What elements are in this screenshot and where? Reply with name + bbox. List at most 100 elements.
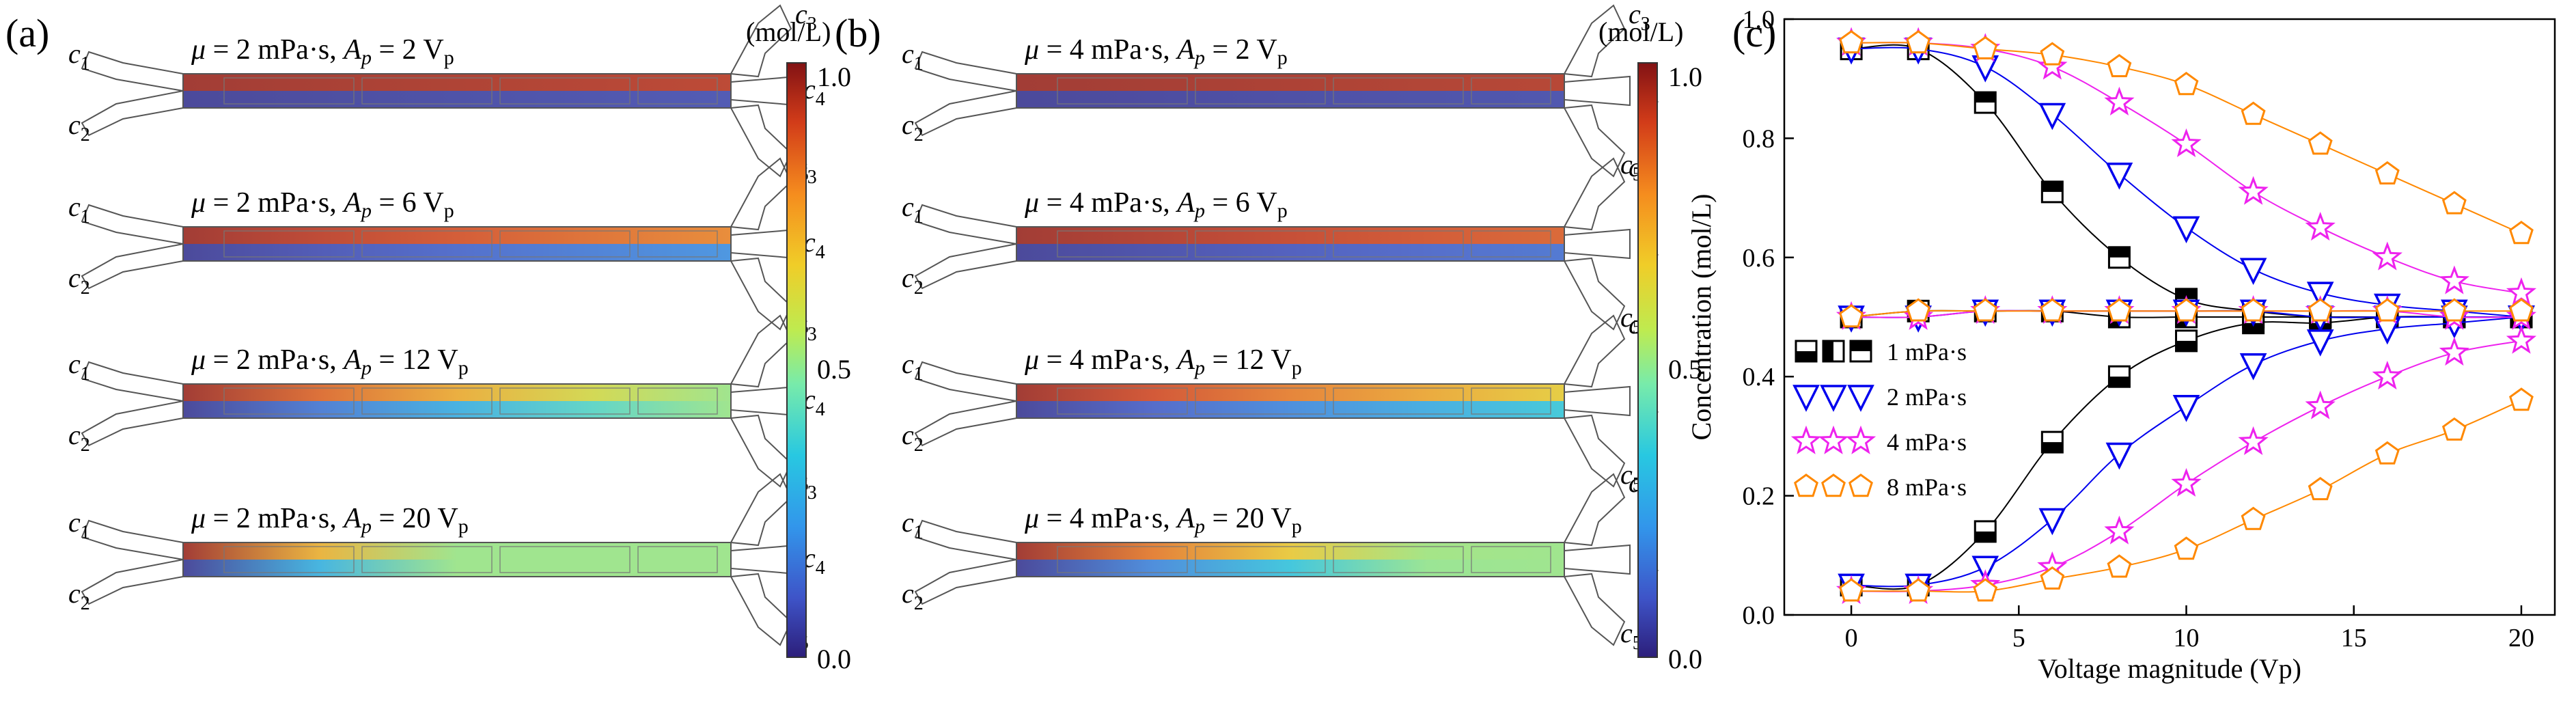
data-point-c5 [2441, 417, 2467, 441]
legend-marker [1849, 340, 1872, 363]
label-c1: c1 [902, 38, 924, 74]
electrode-segment [1195, 546, 1326, 573]
electrode-segment [637, 546, 718, 573]
legend-entry: 1 mPa·s [1795, 338, 1967, 366]
row-condition-label: μ = 4 mPa·s, Ap = 12 Vp [1024, 344, 1302, 379]
data-point-c4 [2040, 298, 2065, 322]
colorbar-a-gradient [786, 62, 807, 658]
colorbar-a-unit: (mol/L) [746, 16, 831, 47]
data-point-c5 [2308, 477, 2333, 501]
outlet-c5 [1563, 414, 1626, 488]
data-point-c3 [2107, 246, 2131, 269]
y-axis-title: Concentration (mol/L) [1686, 193, 1717, 440]
data-point-c5 [2238, 426, 2269, 455]
electrode-segment [1195, 387, 1326, 415]
legend-label: 2 mPa·s [1887, 383, 1967, 411]
channel-lower-stream [1016, 401, 1564, 418]
data-point-c5 [2104, 515, 2135, 545]
data-point-c5 [2506, 325, 2537, 354]
data-point-c3 [2171, 128, 2202, 157]
data-point-c4 [2308, 298, 2333, 322]
colorbar-b-tick-min: 0.0 [1668, 644, 1702, 674]
data-point-c3 [2374, 161, 2400, 184]
channel-lower-stream [183, 244, 731, 261]
inlet-c2 [914, 400, 1017, 447]
row-condition-label: μ = 4 mPa·s, Ap = 20 Vp [1024, 503, 1302, 538]
data-point-c4 [1839, 304, 1864, 328]
electrode-segment [637, 77, 718, 105]
y-tick-label: 0.6 [1743, 244, 1775, 273]
channel-row: c1c2c3c4c5μ = 4 mPa·s, Ap = 12 Vp [902, 309, 1659, 495]
legend-label: 4 mPa·s [1887, 428, 1967, 456]
label-c2: c2 [68, 109, 90, 146]
channel-upper-stream [183, 227, 731, 244]
outlet-c5 [1563, 573, 1626, 646]
data-point-c3 [1973, 91, 1997, 114]
channel-lower-stream [1016, 560, 1564, 577]
inlet-c2 [81, 558, 184, 605]
inlet-c1 [81, 361, 184, 402]
data-point-c3 [2308, 131, 2333, 155]
data-point-c5 [2107, 554, 2132, 578]
data-point-c5 [2305, 390, 2336, 420]
outlet-c5 [1563, 104, 1626, 178]
electrode-segment [361, 230, 493, 258]
electrode-segment [1333, 77, 1464, 105]
outlet-c3 [1563, 473, 1626, 547]
legend-marker [1847, 385, 1874, 412]
outlet-c4 [1564, 75, 1631, 107]
label-c3: c3 [1629, 0, 1650, 35]
electrode-segment [1471, 77, 1551, 105]
data-point-c3 [1839, 30, 1864, 54]
electrode-segment [1333, 230, 1464, 258]
inlet-c1 [81, 51, 184, 92]
data-point-c3 [2372, 241, 2402, 271]
electrode-segment [637, 387, 718, 415]
electrode-segment [361, 77, 493, 105]
outlet-c5 [730, 573, 792, 646]
row-condition-label: μ = 4 mPa·s, Ap = 2 Vp [1024, 34, 1288, 69]
channel-lower-stream [183, 91, 731, 108]
legend-marker [1820, 385, 1847, 412]
data-point-c5 [1839, 578, 1864, 602]
inlet-c1 [81, 204, 184, 245]
channel-upper-stream [183, 384, 731, 401]
legend-marker [1821, 473, 1846, 497]
electrode-segment [499, 77, 631, 105]
data-point-c5 [2174, 536, 2199, 560]
label-c1: c1 [68, 191, 90, 228]
data-point-c3 [2439, 265, 2469, 294]
legend-marker [1790, 425, 1822, 454]
row-condition-label: μ = 2 mPa·s, Ap = 6 Vp [191, 187, 454, 222]
electrode-segment [1057, 387, 1188, 415]
channel-row: c1c2c3c4c5μ = 2 mPa·s, Ap = 2 Vp [68, 0, 825, 185]
inlet-c1 [914, 519, 1017, 561]
plot-frame [1783, 18, 2556, 616]
series-layer [1836, 27, 2537, 604]
channel-upper-stream [1016, 542, 1564, 560]
electrode-segment [1057, 77, 1188, 105]
legend-label: 1 mPa·s [1887, 338, 1967, 366]
colorbar-b: (mol/L) 1.0 0.5 0.0 [1598, 16, 1702, 674]
y-tick-label: 0.8 [1743, 124, 1775, 153]
row-condition-label: μ = 2 mPa·s, Ap = 12 Vp [191, 344, 469, 379]
legend-marker [1822, 340, 1845, 363]
inlet-c2 [81, 90, 184, 137]
colorbar-a: (mol/L) 1.0 0.5 0.0 [746, 16, 851, 674]
data-point-c3 [2509, 221, 2534, 245]
data-point-c3 [2441, 191, 2467, 215]
electrode-segment [361, 546, 493, 573]
y-tick-label: 0.0 [1743, 601, 1775, 630]
data-point-c3 [2105, 162, 2133, 190]
colorbar-b-tick-max: 1.0 [1668, 61, 1702, 92]
channel-row: c1c2c3c4c5μ = 4 mPa·s, Ap = 20 Vp [902, 467, 1659, 654]
channel-lower-stream [183, 401, 731, 418]
inlet-c2 [914, 90, 1017, 137]
data-point-c3 [2040, 42, 2065, 66]
data-point-c4 [2509, 298, 2534, 322]
outlet-c5 [730, 104, 792, 178]
data-point-c5 [2306, 329, 2334, 357]
x-tick-label: 0 [1845, 624, 1858, 652]
data-point-c4 [2174, 298, 2199, 322]
panel-a-label: (a) [5, 11, 49, 55]
